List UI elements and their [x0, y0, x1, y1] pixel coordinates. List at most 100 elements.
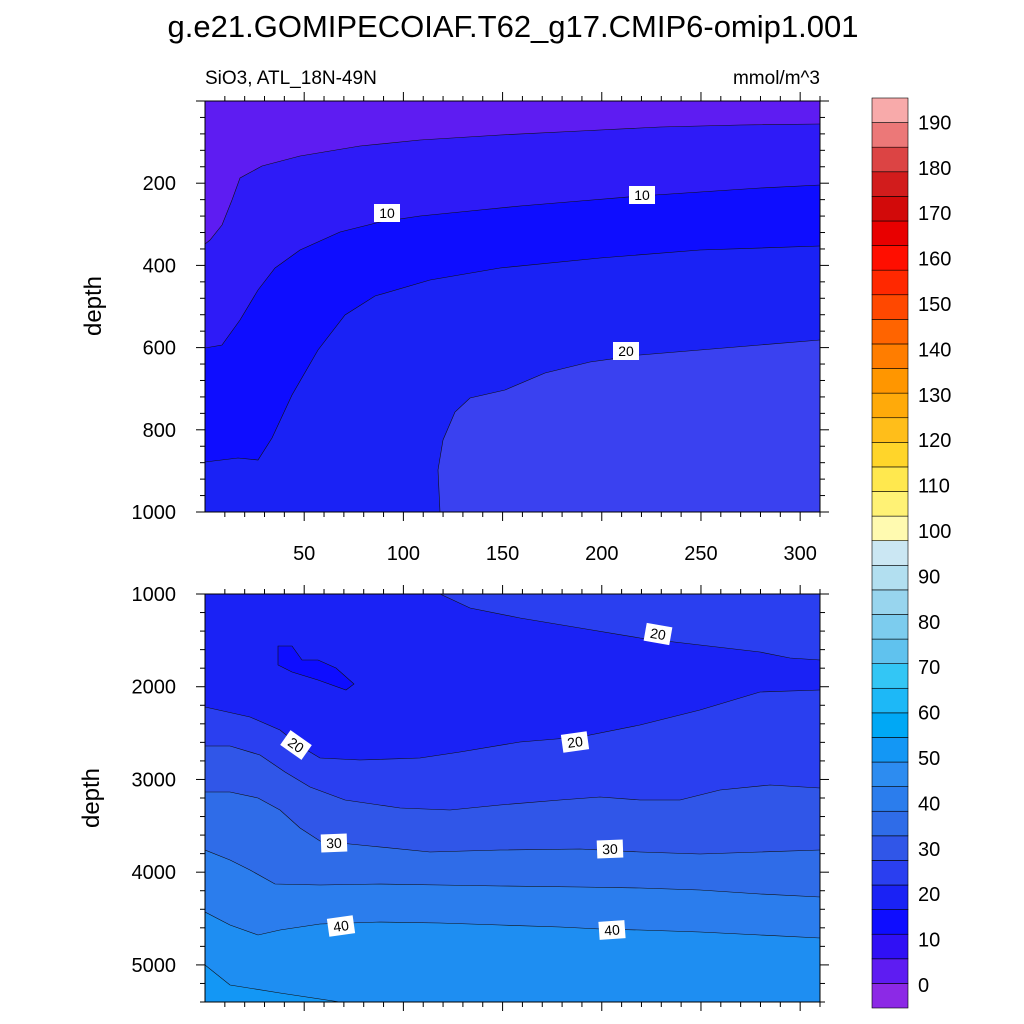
colorbar-swatch — [871, 983, 909, 1009]
contour-band-50-55 — [205, 965, 340, 1002]
y-tick-label: 800 — [143, 420, 176, 442]
colorbar-swatch — [871, 122, 909, 148]
colorbar-label: 60 — [918, 703, 940, 725]
chart-title: g.e21.GOMIPECOIAF.T62_g17.CMIP6-omip1.00… — [168, 9, 859, 44]
colorbar-label: 70 — [918, 657, 940, 679]
colorbar-label: 0 — [918, 975, 929, 997]
upper-plot-frame — [204, 100, 821, 513]
colorbar-label: 40 — [918, 793, 940, 815]
colorbar-swatch — [871, 589, 909, 615]
y-tick-label: 400 — [143, 255, 176, 277]
colorbar-swatch — [871, 417, 909, 443]
colorbar-swatch — [871, 835, 909, 861]
colorbar-label: 170 — [918, 203, 951, 225]
lower-axis-ticks: 1000 2000 3000 4000 5000 — [132, 584, 829, 1011]
contour-label-box — [326, 915, 356, 937]
colorbar-swatch — [871, 786, 909, 812]
y-tick-label: 4000 — [132, 862, 177, 884]
contour-line-45 — [205, 964, 341, 1002]
contour-line-20-lower — [205, 689, 820, 761]
panel-subtitle: SiO3, ATL_18N-49N — [205, 68, 377, 89]
colorbar-label: 80 — [918, 612, 940, 634]
colorbar-label: 90 — [918, 566, 940, 588]
lower-contour-labels: 20 20 20 30 30 40 — [280, 622, 673, 940]
contour-line-15-pocket — [277, 645, 355, 691]
units-label: mmol/m^3 — [733, 68, 820, 89]
colorbar-label: 130 — [918, 385, 951, 407]
contour-line-30 — [205, 791, 820, 855]
colorbar-label: 140 — [918, 339, 951, 361]
colorbar-swatch — [871, 761, 909, 787]
colorbar-swatch — [871, 146, 909, 173]
upper-axis-ticks: 50 100 150 200 250 300 200 400 600 800 1000 — [132, 92, 829, 565]
colorbar-swatch — [871, 466, 909, 492]
colorbar-swatch — [871, 638, 909, 664]
colorbar-swatch — [871, 958, 909, 984]
colorbar: 0 10 20 30 40 50 60 70 80 90 100 110 120 130 140 150 160… — [871, 97, 951, 1009]
colorbar-label: 50 — [918, 748, 940, 770]
colorbar-swatch — [871, 687, 909, 714]
colorbar-label: 100 — [918, 521, 951, 543]
colorbar-label: 160 — [918, 249, 951, 271]
contour-label-box — [280, 730, 312, 760]
colorbar-swatch — [871, 294, 909, 320]
contour-label: 30 — [326, 835, 342, 852]
contour-label-box — [560, 731, 590, 753]
contour-label-box — [320, 833, 348, 853]
colorbar-swatch — [871, 442, 909, 468]
contour-band-upper-20-25 — [205, 594, 820, 660]
contour-band-0-5 — [205, 101, 820, 512]
contour-line-40 — [205, 911, 820, 939]
contour-line-5 — [205, 123, 820, 245]
y-tick-label: 200 — [143, 173, 176, 195]
colorbar-swatch — [871, 540, 909, 566]
contour-line-20-upper — [439, 594, 820, 661]
contour-label: 40 — [604, 921, 621, 938]
colorbar-label: 120 — [918, 430, 951, 452]
contour-label-box — [598, 920, 626, 940]
contour-label: 10 — [379, 205, 395, 221]
colorbar-label: 110 — [918, 476, 950, 498]
colorbar-label: 190 — [918, 112, 951, 134]
x-tick-label: 100 — [387, 543, 420, 565]
colorbar-swatch — [871, 319, 909, 345]
colorbar-label: 30 — [918, 839, 940, 861]
contour-label-box — [613, 342, 639, 360]
colorbar-swatch — [871, 515, 909, 542]
colorbar-swatch — [871, 933, 909, 960]
x-tick-label: 250 — [684, 543, 717, 565]
lower-y-axis-label: depth — [78, 768, 105, 828]
y-tick-label: 600 — [143, 338, 176, 360]
contour-line-15 — [205, 245, 820, 463]
contour-line-20 — [437, 339, 820, 512]
colorbar-swatch — [871, 810, 909, 837]
colorbar-swatch — [871, 663, 909, 689]
colorbar-swatch — [871, 491, 909, 517]
contour-band-5-10 — [205, 101, 820, 512]
y-tick-label: 2000 — [132, 677, 177, 699]
colorbar-swatch — [871, 392, 909, 419]
colorbar-swatch — [871, 343, 909, 369]
colorbar-swatch — [871, 269, 909, 296]
upper-contour-labels: 10 10 20 — [374, 186, 655, 360]
colorbar-swatch — [871, 171, 909, 197]
colorbar-swatch — [871, 860, 909, 886]
contour-label: 20 — [649, 625, 667, 643]
upper-y-axis-label: depth — [80, 276, 107, 336]
upper-panel: 50 100 150 200 250 300 200 400 600 800 1000 10 10 … — [80, 92, 829, 565]
colorbar-swatch — [871, 368, 909, 394]
y-tick-label: 1000 — [132, 502, 177, 524]
colorbar-swatch — [871, 909, 909, 935]
contour-label-box — [374, 204, 400, 222]
y-tick-label: 1000 — [132, 584, 177, 606]
colorbar-swatch — [871, 245, 909, 271]
x-tick-label: 300 — [783, 543, 816, 565]
y-tick-label: 5000 — [132, 955, 177, 977]
x-tick-label: 50 — [293, 543, 315, 565]
colorbar-swatch — [871, 196, 909, 222]
x-tick-label: 200 — [585, 543, 618, 565]
contour-line-25 — [205, 745, 820, 811]
colorbar-swatch — [871, 97, 909, 123]
